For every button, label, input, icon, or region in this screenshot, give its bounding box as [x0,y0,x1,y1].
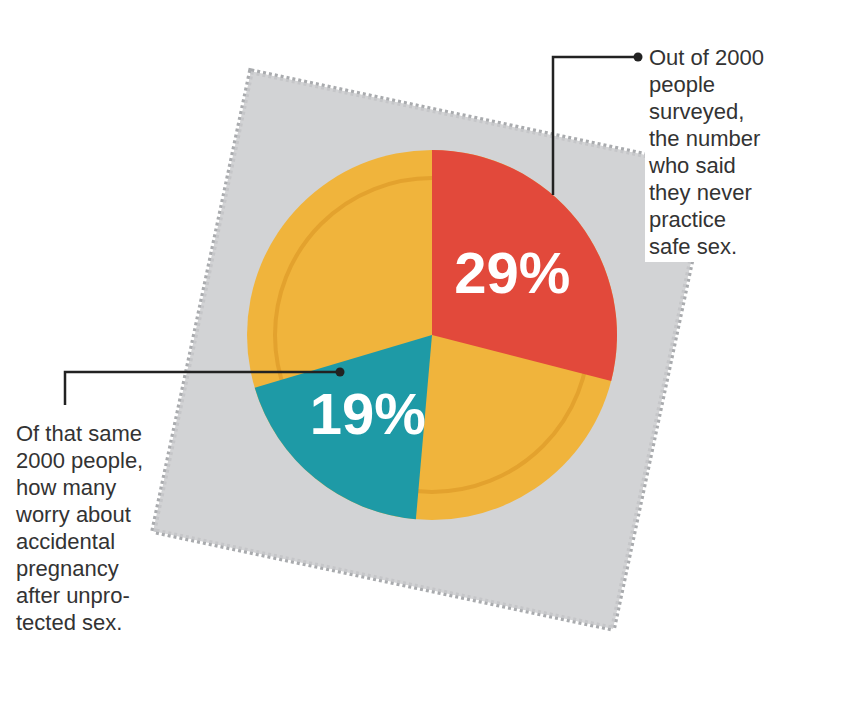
html-text:2000 people,: 2000 people, [16,448,144,473]
html-text:how many: how many [16,475,117,500]
html-text:accidental: accidental [16,529,116,554]
html-text:pregnancy: pregnancy [16,556,119,581]
html-text:worry about: worry about [16,502,131,527]
html-text:practice: practice [649,207,726,232]
html-text:after unpro-: after unpro- [16,583,130,608]
html-text:who said: who said [649,153,736,178]
html-text:the number: the number [649,126,761,151]
html-text:they never: they never [649,180,752,205]
html-text:tected sex.: tected sex. [16,610,123,635]
html-text:Of that same: Of that same [16,421,142,446]
svg-text:29%: 29% [454,240,570,305]
html-text:safe sex.: safe sex. [649,234,737,259]
html-text:people: people [649,72,716,97]
html-text:surveyed,: surveyed, [649,99,745,124]
svg-text:19%: 19% [310,381,426,446]
html-text:Out of 2000: Out of 2000 [649,45,764,70]
